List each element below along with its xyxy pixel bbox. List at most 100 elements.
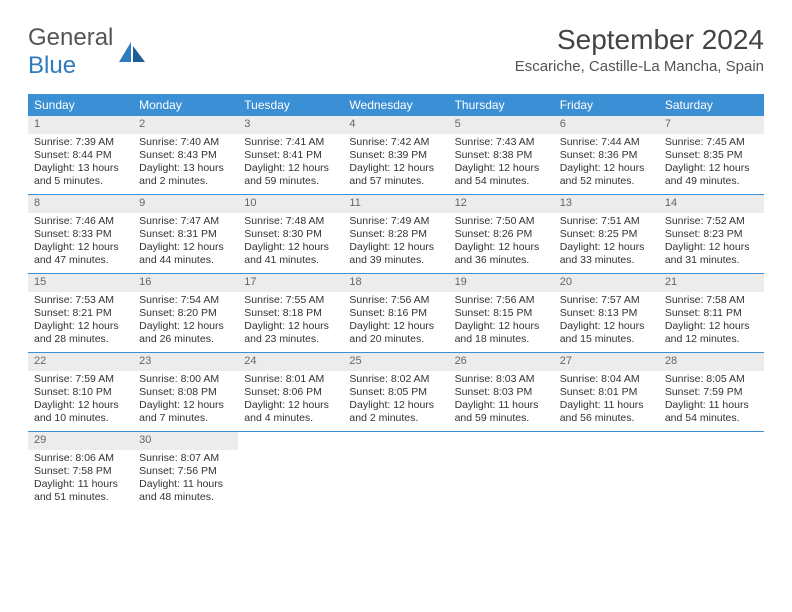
weekday-header: Saturday [659,94,764,116]
day-daylight2: and 49 minutes. [665,175,758,188]
weekday-header-row: SundayMondayTuesdayWednesdayThursdayFrid… [28,94,764,116]
day-cell: 23Sunrise: 8:00 AMSunset: 8:08 PMDayligh… [133,353,238,431]
day-daylight1: Daylight: 12 hours [34,241,127,254]
day-daylight2: and 2 minutes. [139,175,232,188]
day-daylight1: Daylight: 12 hours [665,241,758,254]
day-body: Sunrise: 7:51 AMSunset: 8:25 PMDaylight:… [554,213,659,272]
day-cell: 27Sunrise: 8:04 AMSunset: 8:01 PMDayligh… [554,353,659,431]
day-number: 25 [343,353,448,371]
day-daylight2: and 56 minutes. [560,412,653,425]
day-daylight2: and 12 minutes. [665,333,758,346]
day-sunset: Sunset: 8:23 PM [665,228,758,241]
day-number: 21 [659,274,764,292]
day-number: 28 [659,353,764,371]
day-sunrise: Sunrise: 8:03 AM [455,373,548,386]
day-body: Sunrise: 7:42 AMSunset: 8:39 PMDaylight:… [343,134,448,193]
day-sunrise: Sunrise: 7:59 AM [34,373,127,386]
day-daylight2: and 20 minutes. [349,333,442,346]
day-number: 15 [28,274,133,292]
day-daylight1: Daylight: 11 hours [560,399,653,412]
day-number: 12 [449,195,554,213]
day-daylight1: Daylight: 12 hours [139,399,232,412]
title-block: September 2024 Escariche, Castille-La Ma… [515,24,764,75]
day-daylight1: Daylight: 12 hours [139,241,232,254]
day-sunset: Sunset: 8:36 PM [560,149,653,162]
day-number: 3 [238,116,343,134]
day-daylight2: and 5 minutes. [34,175,127,188]
day-number: 22 [28,353,133,371]
day-body: Sunrise: 8:01 AMSunset: 8:06 PMDaylight:… [238,371,343,430]
day-cell: 8Sunrise: 7:46 AMSunset: 8:33 PMDaylight… [28,195,133,273]
day-sunrise: Sunrise: 8:07 AM [139,452,232,465]
day-sunset: Sunset: 8:01 PM [560,386,653,399]
day-cell: 15Sunrise: 7:53 AMSunset: 8:21 PMDayligh… [28,274,133,352]
day-sunrise: Sunrise: 7:56 AM [455,294,548,307]
month-title: September 2024 [515,24,764,56]
day-sunrise: Sunrise: 8:04 AM [560,373,653,386]
day-sunset: Sunset: 8:05 PM [349,386,442,399]
day-sunset: Sunset: 8:16 PM [349,307,442,320]
day-sunset: Sunset: 8:03 PM [455,386,548,399]
day-sunset: Sunset: 8:31 PM [139,228,232,241]
day-sunset: Sunset: 8:08 PM [139,386,232,399]
day-body: Sunrise: 7:44 AMSunset: 8:36 PMDaylight:… [554,134,659,193]
week-row: 1Sunrise: 7:39 AMSunset: 8:44 PMDaylight… [28,116,764,194]
day-sunset: Sunset: 8:43 PM [139,149,232,162]
day-body: Sunrise: 7:48 AMSunset: 8:30 PMDaylight:… [238,213,343,272]
day-number: 7 [659,116,764,134]
day-sunrise: Sunrise: 7:46 AM [34,215,127,228]
day-sunset: Sunset: 8:21 PM [34,307,127,320]
weekday-header: Tuesday [238,94,343,116]
day-cell: 30Sunrise: 8:07 AMSunset: 7:56 PMDayligh… [133,432,238,510]
day-sunrise: Sunrise: 8:06 AM [34,452,127,465]
day-daylight2: and 48 minutes. [139,491,232,504]
day-cell: 1Sunrise: 7:39 AMSunset: 8:44 PMDaylight… [28,116,133,194]
day-cell: 11Sunrise: 7:49 AMSunset: 8:28 PMDayligh… [343,195,448,273]
day-cell: 9Sunrise: 7:47 AMSunset: 8:31 PMDaylight… [133,195,238,273]
day-body: Sunrise: 7:53 AMSunset: 8:21 PMDaylight:… [28,292,133,351]
day-daylight1: Daylight: 13 hours [34,162,127,175]
day-daylight1: Daylight: 12 hours [455,241,548,254]
day-daylight2: and 36 minutes. [455,254,548,267]
day-daylight2: and 41 minutes. [244,254,337,267]
day-sunrise: Sunrise: 8:02 AM [349,373,442,386]
logo: General Blue [28,24,147,80]
day-daylight1: Daylight: 12 hours [349,399,442,412]
day-sunrise: Sunrise: 7:41 AM [244,136,337,149]
day-cell: 21Sunrise: 7:58 AMSunset: 8:11 PMDayligh… [659,274,764,352]
day-daylight1: Daylight: 12 hours [455,162,548,175]
day-cell [554,432,659,510]
day-daylight1: Daylight: 12 hours [665,162,758,175]
day-sunset: Sunset: 8:11 PM [665,307,758,320]
day-sunset: Sunset: 8:20 PM [139,307,232,320]
day-sunset: Sunset: 8:10 PM [34,386,127,399]
week-row: 15Sunrise: 7:53 AMSunset: 8:21 PMDayligh… [28,273,764,352]
logo-line1: General [28,24,113,51]
day-body: Sunrise: 7:46 AMSunset: 8:33 PMDaylight:… [28,213,133,272]
day-sunrise: Sunrise: 7:55 AM [244,294,337,307]
day-body: Sunrise: 7:54 AMSunset: 8:20 PMDaylight:… [133,292,238,351]
day-cell [659,432,764,510]
day-sunset: Sunset: 8:15 PM [455,307,548,320]
day-sunrise: Sunrise: 7:49 AM [349,215,442,228]
day-body: Sunrise: 7:40 AMSunset: 8:43 PMDaylight:… [133,134,238,193]
day-body: Sunrise: 8:04 AMSunset: 8:01 PMDaylight:… [554,371,659,430]
day-daylight2: and 28 minutes. [34,333,127,346]
day-daylight2: and 54 minutes. [455,175,548,188]
weekday-header: Monday [133,94,238,116]
day-body: Sunrise: 7:45 AMSunset: 8:35 PMDaylight:… [659,134,764,193]
day-number: 20 [554,274,659,292]
day-number: 4 [343,116,448,134]
day-daylight2: and 7 minutes. [139,412,232,425]
day-body: Sunrise: 7:49 AMSunset: 8:28 PMDaylight:… [343,213,448,272]
day-body: Sunrise: 7:56 AMSunset: 8:15 PMDaylight:… [449,292,554,351]
day-sunset: Sunset: 7:59 PM [665,386,758,399]
day-daylight1: Daylight: 12 hours [34,320,127,333]
day-number: 8 [28,195,133,213]
location: Escariche, Castille-La Mancha, Spain [515,58,764,75]
day-sunset: Sunset: 8:13 PM [560,307,653,320]
day-sunrise: Sunrise: 7:52 AM [665,215,758,228]
day-cell: 28Sunrise: 8:05 AMSunset: 7:59 PMDayligh… [659,353,764,431]
day-daylight1: Daylight: 12 hours [455,320,548,333]
day-body: Sunrise: 7:43 AMSunset: 8:38 PMDaylight:… [449,134,554,193]
